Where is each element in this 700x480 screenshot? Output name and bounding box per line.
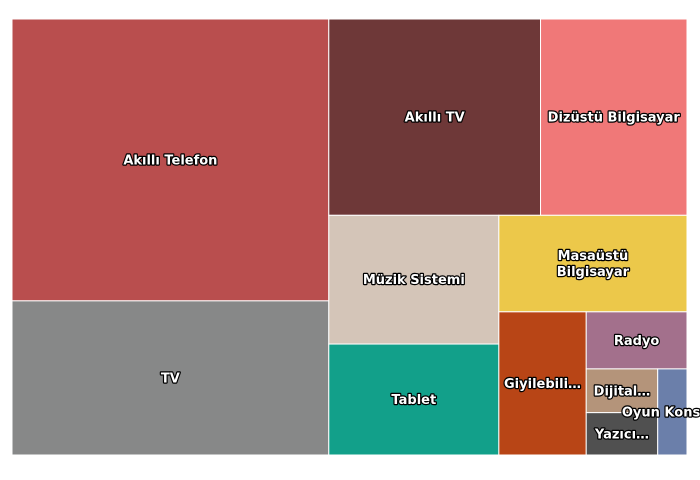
tile-label-dizustu-bilgisayar: Dizüstü Bilgisayar [548, 111, 681, 126]
tile-akilli-telefon: Akıllı Telefon [11, 18, 330, 302]
tile-rect-muzik-sistemi [328, 214, 500, 345]
tile-label-yazici: Yazıcı… [594, 427, 649, 442]
tile-radyo: Radyo [585, 311, 688, 370]
tile-dijital: Dijital… [585, 368, 659, 414]
tile-masaustu-bilgisayar: Masaüstü Bilgisayar [498, 214, 688, 313]
tile-label-radyo: Radyo [614, 334, 660, 349]
tile-label-dijital: Dijital… [594, 384, 651, 399]
tile-rect-dizustu-bilgisayar [540, 18, 688, 216]
tile-rect-giyilebilir [498, 311, 587, 456]
tile-label-akilli-telefon: Akıllı Telefon [123, 153, 217, 168]
tile-label-masaustu-bilgisayar: Masaüstü Bilgisayar [557, 249, 630, 280]
tile-label-giyilebilir: Giyilebili… [504, 377, 581, 392]
tile-label-oyun-konsolu: Oyun Konsolu [622, 405, 700, 420]
tile-oyun-konsolu: Oyun Konsolu [621, 368, 700, 456]
tile-akilli-tv: Akıllı TV [328, 18, 542, 216]
tile-label-muzik-sistemi: Müzik Sistemi [363, 273, 465, 288]
tile-rect-oyun-konsolu [657, 368, 688, 456]
tile-rect-tv [11, 300, 330, 456]
tile-giyilebilir: Giyilebili… [498, 311, 587, 456]
tile-rect-akilli-tv [328, 18, 542, 216]
tile-yazici: Yazıcı… [585, 412, 659, 456]
tile-tablet: Tablet [328, 343, 500, 456]
tile-tv: TV [11, 300, 330, 456]
tile-label-akilli-tv: Akıllı TV [405, 111, 465, 126]
tile-rect-dijital [585, 368, 659, 414]
tile-label-tablet: Tablet [391, 393, 436, 408]
tile-muzik-sistemi: Müzik Sistemi [328, 214, 500, 345]
tile-label-tv: TV [161, 371, 180, 386]
tile-rect-yazici [585, 412, 659, 456]
tile-rect-tablet [328, 343, 500, 456]
tile-rect-akilli-telefon [11, 18, 330, 302]
tile-dizustu-bilgisayar: Dizüstü Bilgisayar [540, 18, 688, 216]
